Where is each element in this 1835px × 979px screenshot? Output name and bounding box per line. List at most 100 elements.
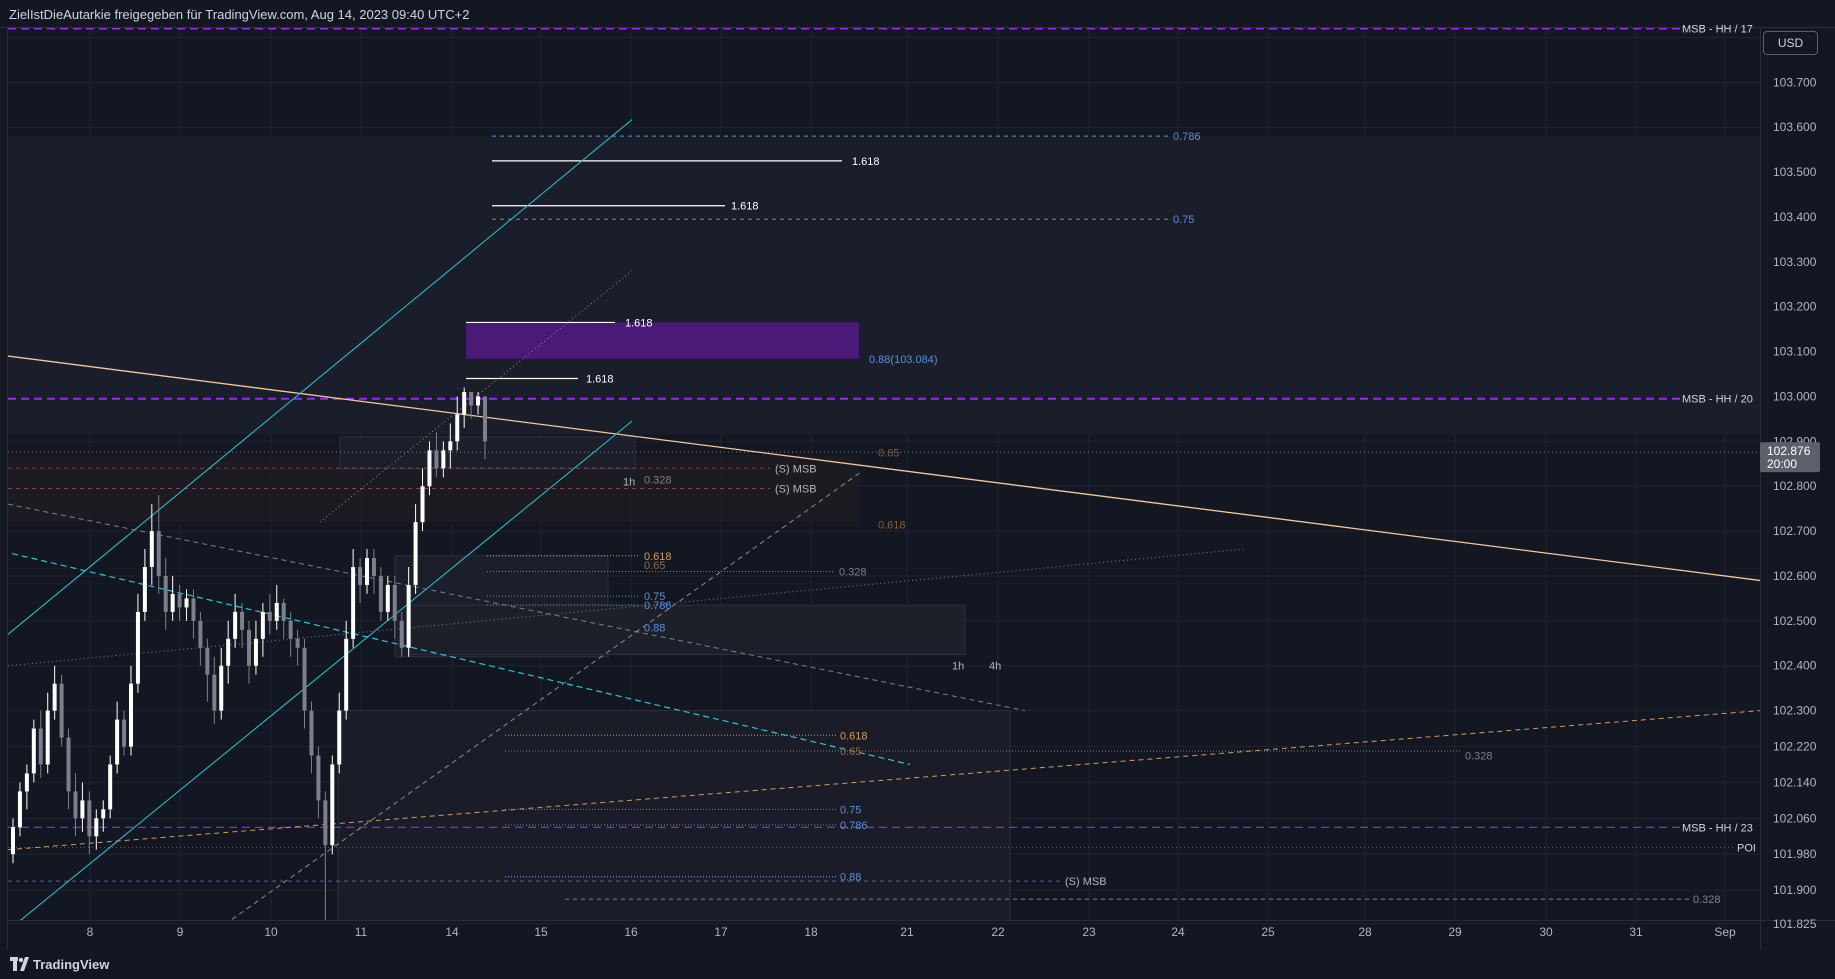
candle-body (483, 396, 487, 442)
price-tick-label: 102.220 (1773, 740, 1817, 754)
candle-body (434, 450, 439, 469)
candle-body (344, 638, 349, 711)
time-tick-label: 8 (87, 925, 94, 939)
time-tick-label: 28 (1358, 925, 1372, 939)
msb-level-label: MSB - HH / 17 (1682, 23, 1753, 35)
candle-body (66, 737, 71, 792)
fib-label: 0.328 (644, 474, 672, 486)
candle-body (38, 728, 43, 765)
drawings (8, 28, 1760, 920)
candle-body (448, 441, 453, 451)
candle-body (358, 567, 363, 585)
fib-label: 0.88 (644, 623, 665, 635)
candle-body (441, 450, 446, 469)
fib-label: 0.786 (840, 820, 868, 832)
price-axis[interactable]: 103.800103.700103.600103.500103.400103.3… (1773, 30, 1817, 930)
fib-label: 0.786 (1173, 131, 1201, 143)
fib-label: 0.618 (878, 519, 906, 531)
candle-body (24, 773, 29, 792)
msb-annotation: (S) MSB (775, 463, 817, 475)
candle-body (212, 674, 217, 711)
price-tick-label: 102.600 (1773, 569, 1817, 583)
candle-body (351, 567, 356, 639)
price-tick-label: 101.825 (1773, 917, 1817, 931)
candle-body (295, 638, 300, 648)
time-axis[interactable]: 8 9 10 11 14 15 16 17 18 21 22 23 24 25 28 29 30 31 Sep (87, 925, 1736, 939)
fib-box-1h (409, 604, 966, 656)
candle-body (281, 602, 286, 621)
fib-label: 0.328 (1465, 750, 1493, 762)
price-tick-label: 103.100 (1773, 345, 1817, 359)
time-tick-label: 22 (991, 925, 1005, 939)
footer: TradingView (0, 950, 1835, 979)
candle-body (378, 575, 383, 612)
candle-body (17, 791, 22, 828)
chart-header: ZielIstDieAutarkie freigegeben für Tradi… (0, 0, 1835, 28)
candle-body (260, 611, 265, 639)
fib-label: 0.65 (644, 560, 665, 572)
msb-level-label: MSB - HH / 23 (1682, 822, 1753, 834)
price-tick-label: 102.060 (1773, 811, 1817, 825)
candle-body (108, 764, 113, 810)
candle-body (406, 584, 411, 648)
candle-body (420, 486, 425, 523)
fib-label: 0.328 (839, 566, 867, 578)
cyan-dashed-trendline (11, 552, 911, 766)
candle-body (302, 647, 307, 711)
price-tick-label: 103.200 (1773, 300, 1817, 314)
price-tick-label: 103.500 (1773, 165, 1817, 179)
candle-body (365, 558, 369, 585)
currency-button[interactable]: USD (1763, 31, 1818, 55)
order-block (466, 322, 859, 359)
candle-body (52, 683, 57, 711)
fib-label: 0.75 (1173, 214, 1194, 226)
candle-body (476, 396, 481, 406)
last-price-badge-bg (1760, 442, 1820, 473)
price-tick-label: 101.900 (1773, 883, 1817, 897)
candle-body (129, 683, 133, 747)
fib-label: 0.65 (878, 448, 899, 460)
fib-label: 0.65 (840, 746, 861, 758)
candle-body (288, 620, 293, 639)
fib-label: 1.618 (586, 374, 614, 386)
msb-annotation: (S) MSB (775, 483, 817, 495)
footer-brand: TradingView (33, 957, 110, 972)
fib-label: 1.618 (852, 156, 880, 168)
time-tick-label: 15 (534, 925, 548, 939)
channel-lower (20, 420, 633, 920)
price-tick-label: 102.800 (1773, 479, 1817, 493)
candle-body (177, 593, 182, 608)
fib-label: 0.75 (840, 804, 861, 816)
candle-body (191, 598, 196, 621)
candle-body (427, 450, 432, 487)
overlay-labels: MSB - HH / 17 MSB - HH / 20 MSB - HH / 23 P… (586, 23, 1756, 906)
time-tick-label: 31 (1629, 925, 1643, 939)
time-tick-label: 29 (1448, 925, 1462, 939)
candle-body (163, 575, 168, 612)
grey-dashed-trendline (8, 503, 1026, 712)
last-price-value: 102.876 (1767, 444, 1811, 458)
candle-body (392, 584, 397, 621)
time-tick-label: 25 (1261, 925, 1275, 939)
upper-shaded-zone (8, 136, 1760, 435)
time-tick-label: 10 (264, 925, 278, 939)
price-tick-label: 102.700 (1773, 524, 1817, 538)
channel-upper (8, 119, 633, 635)
fib-label: 1.618 (625, 317, 653, 329)
candle-body (274, 602, 279, 621)
msb-annotation: (S) MSB (1065, 876, 1107, 888)
candle-body (135, 611, 140, 684)
fib-label: 0.328 (1693, 894, 1721, 906)
candle-body (45, 710, 50, 765)
price-tick-label: 101.980 (1773, 847, 1817, 861)
price-tick-label: 103.400 (1773, 210, 1817, 224)
fib-label: 0.618 (840, 730, 868, 742)
candle-body (101, 809, 106, 819)
candle-body (316, 755, 321, 801)
header-title: ZielIstDieAutarkie freigegeben für Tradi… (9, 7, 470, 22)
last-price-countdown: 20:00 (1767, 457, 1797, 471)
lower-fib-box (337, 710, 1011, 920)
time-tick-label: 14 (445, 925, 459, 939)
fib-label: 0.618 (644, 551, 672, 563)
